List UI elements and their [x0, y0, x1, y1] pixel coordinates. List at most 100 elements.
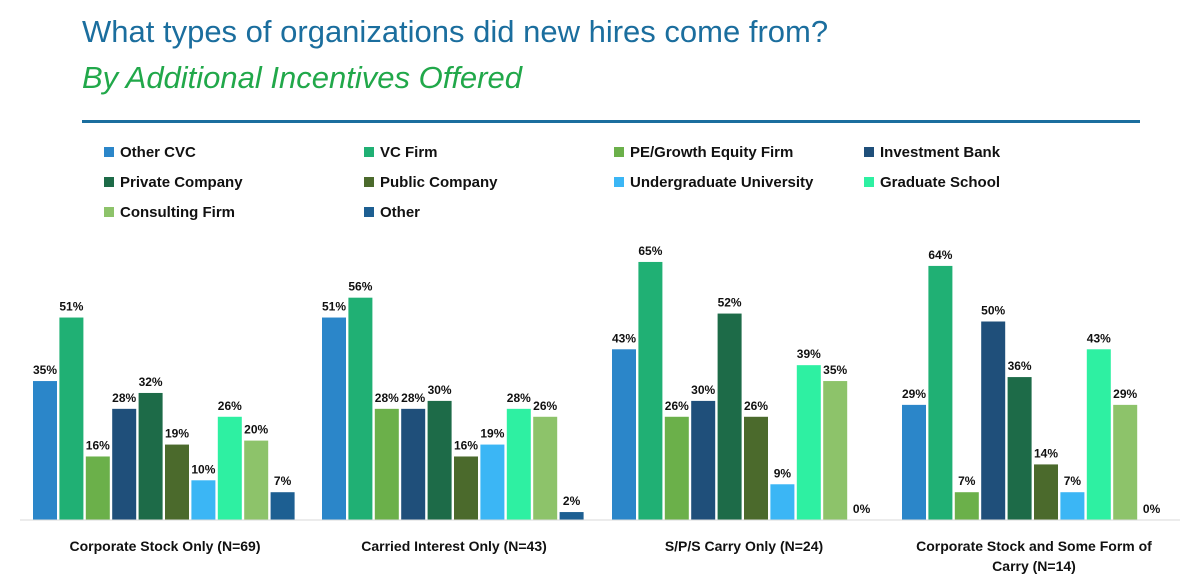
- data-label: 30%: [691, 383, 715, 397]
- legend-swatch: [614, 177, 624, 187]
- data-label: 35%: [33, 363, 57, 377]
- data-label: 43%: [612, 331, 636, 345]
- legend-label: Investment Bank: [880, 144, 1001, 161]
- bar: [796, 365, 821, 520]
- data-label: 65%: [638, 244, 662, 258]
- data-label: 51%: [322, 300, 346, 314]
- data-label: 7%: [274, 474, 292, 488]
- data-label: 26%: [665, 399, 689, 413]
- category-label: Carry (N=14): [992, 558, 1076, 574]
- data-label: 9%: [774, 466, 792, 480]
- data-label: 56%: [348, 280, 372, 294]
- data-label: 26%: [218, 399, 242, 413]
- legend-label: Graduate School: [880, 174, 1000, 191]
- title-divider: [82, 120, 1140, 123]
- legend-label: VC Firm: [380, 144, 438, 161]
- bar: [717, 313, 742, 520]
- category-label: S/P/S Carry Only (N=24): [665, 538, 823, 554]
- data-label: 39%: [797, 347, 821, 361]
- data-label: 28%: [401, 391, 425, 405]
- category-label: Corporate Stock Only (N=69): [70, 538, 261, 554]
- legend-label: Other CVC: [120, 144, 196, 161]
- bar: [191, 480, 216, 520]
- bar: [559, 512, 584, 520]
- category-label: Carried Interest Only (N=43): [361, 538, 547, 554]
- legend-swatch: [364, 177, 374, 187]
- bar: [85, 456, 110, 520]
- legend-swatch: [104, 177, 114, 187]
- legend-swatch: [864, 147, 874, 157]
- bar: [454, 456, 478, 520]
- legend-swatch: [364, 147, 374, 157]
- data-label: 19%: [480, 427, 504, 441]
- legend-swatch: [104, 207, 114, 217]
- data-label: 43%: [1087, 331, 1111, 345]
- data-label: 16%: [86, 438, 110, 452]
- data-label: 51%: [59, 300, 83, 314]
- legend-swatch: [364, 207, 374, 217]
- bar: [401, 408, 426, 520]
- data-label: 26%: [533, 399, 557, 413]
- bar: [322, 317, 346, 520]
- bar: [612, 349, 636, 520]
- legend-label: Undergraduate University: [630, 174, 814, 191]
- bar: [1034, 464, 1058, 520]
- data-label: 10%: [191, 462, 215, 476]
- bar: [691, 400, 716, 520]
- bar: [902, 404, 926, 520]
- data-label: 7%: [958, 474, 976, 488]
- data-label: 35%: [823, 363, 847, 377]
- data-label: 30%: [428, 383, 452, 397]
- page-title: What types of organizations did new hire…: [82, 14, 829, 49]
- legend-label: Private Company: [120, 174, 243, 191]
- bar: [165, 444, 189, 520]
- bar: [954, 492, 979, 520]
- bar: [823, 381, 848, 520]
- bar: [59, 317, 84, 520]
- bar: [744, 416, 768, 520]
- legend-label: PE/Growth Equity Firm: [630, 144, 793, 161]
- bar: [348, 297, 373, 520]
- category-label: Corporate Stock and Some Form of: [916, 538, 1152, 554]
- legend-swatch: [104, 147, 114, 157]
- data-label: 52%: [718, 296, 742, 310]
- legend-swatch: [614, 147, 624, 157]
- bar: [112, 408, 137, 520]
- bar: [374, 408, 399, 520]
- bar: [427, 400, 452, 520]
- data-label: 0%: [853, 502, 871, 516]
- data-label: 20%: [244, 423, 268, 437]
- bar: [33, 381, 57, 520]
- data-label: 14%: [1034, 446, 1058, 460]
- bar: [770, 484, 795, 520]
- legend-label: Other: [380, 204, 420, 221]
- bar: [981, 321, 1006, 520]
- data-label: 7%: [1064, 474, 1082, 488]
- data-label: 16%: [454, 438, 478, 452]
- bar: [1007, 377, 1032, 520]
- bar: [138, 392, 163, 520]
- data-label: 2%: [563, 494, 581, 508]
- data-label: 0%: [1143, 502, 1161, 516]
- data-label: 32%: [139, 375, 163, 389]
- data-label: 26%: [744, 399, 768, 413]
- bar: [1086, 349, 1111, 520]
- bar: [480, 444, 505, 520]
- bar: [664, 416, 689, 520]
- bar: [533, 416, 558, 520]
- bar: [270, 492, 295, 520]
- data-label: 28%: [507, 391, 531, 405]
- bar: [638, 261, 663, 520]
- data-label: 28%: [112, 391, 136, 405]
- legend-label: Consulting Firm: [120, 204, 235, 221]
- bar: [1113, 404, 1138, 520]
- legend-label: Public Company: [380, 174, 498, 191]
- data-label: 36%: [1008, 359, 1032, 373]
- data-label: 50%: [981, 304, 1005, 318]
- data-label: 29%: [1113, 387, 1137, 401]
- data-label: 64%: [928, 248, 952, 262]
- data-label: 28%: [375, 391, 399, 405]
- bar: [928, 265, 953, 520]
